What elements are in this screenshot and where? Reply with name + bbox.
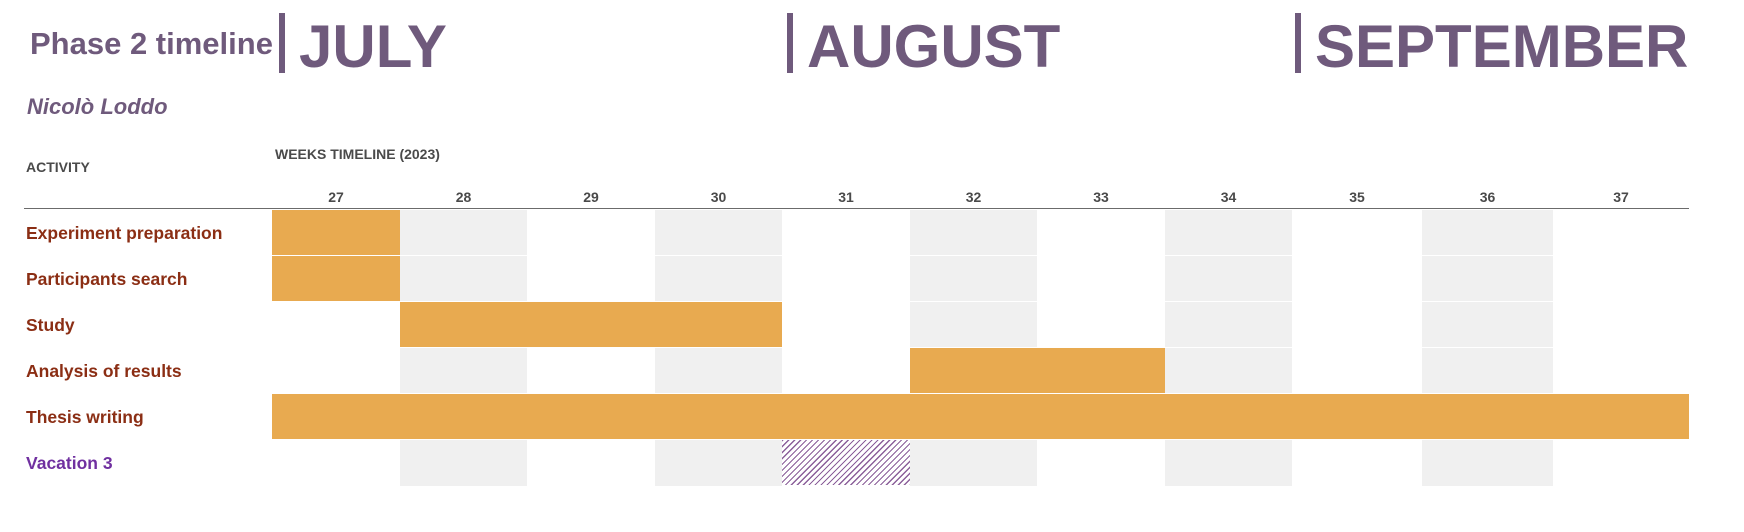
week-label: 37: [1613, 189, 1629, 205]
week-label: 27: [328, 189, 344, 205]
month-header-august: AUGUST: [787, 10, 1060, 84]
header-rule: [24, 208, 1689, 209]
week-label: 34: [1220, 189, 1237, 205]
week-stripe: [1165, 210, 1292, 486]
week-label: 33: [1093, 189, 1109, 205]
week-label: 28: [455, 189, 472, 205]
week-label: 32: [965, 189, 982, 205]
activity-label: Participants search: [26, 269, 188, 289]
activity-label: Thesis writing: [26, 407, 144, 427]
month-label: AUGUST: [807, 13, 1061, 80]
author-name: Nicolò Loddo: [27, 94, 168, 119]
week-label: 30: [710, 189, 727, 205]
week-stripe: [655, 210, 782, 486]
task-bar: [400, 302, 782, 347]
month-divider: [787, 13, 793, 73]
task-bar: [272, 210, 400, 255]
activity-label: Experiment preparation: [26, 223, 223, 243]
week-label: 31: [838, 189, 854, 205]
row-separator: [272, 439, 1689, 440]
month-divider: [279, 13, 285, 73]
activity-label: Analysis of results: [26, 361, 182, 381]
week-label: 35: [1349, 189, 1365, 205]
month-header-september: SEPTEMBER: [1295, 10, 1688, 84]
task-bar: [272, 394, 1689, 439]
row-separator: [272, 255, 1689, 256]
week-label: 29: [583, 189, 599, 205]
activity-label: Study: [26, 315, 75, 335]
month-label: JULY: [299, 13, 447, 80]
week-label: 36: [1479, 189, 1496, 205]
task-bar: [910, 348, 1165, 393]
month-header-july: JULY: [279, 10, 447, 84]
week-stripe: [1422, 210, 1553, 486]
row-separator: [272, 393, 1689, 394]
vacation-bar: [782, 440, 910, 485]
month-divider: [1295, 13, 1301, 73]
week-stripe: [400, 210, 527, 486]
month-label: SEPTEMBER: [1315, 13, 1689, 80]
activity-column-header: ACTIVITY: [26, 159, 90, 175]
timeline-header: WEEKS TIMELINE (2023): [275, 146, 440, 162]
row-separator: [272, 301, 1689, 302]
page-title: Phase 2 timeline: [30, 26, 273, 61]
row-separator: [272, 347, 1689, 348]
activity-label: Vacation 3: [26, 453, 113, 473]
task-bar: [272, 256, 400, 301]
